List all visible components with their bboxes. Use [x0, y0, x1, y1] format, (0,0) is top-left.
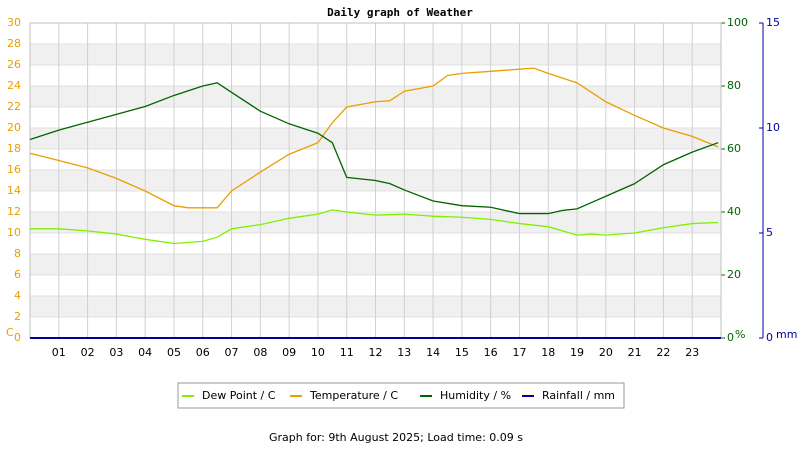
x-tick-label: 06: [196, 346, 210, 359]
y-tick-label: 4: [14, 289, 21, 302]
y3-tick-label: 15: [766, 16, 780, 29]
y-tick-label: 14: [7, 184, 21, 197]
x-tick-label: 20: [599, 346, 613, 359]
x-tick-label: 13: [397, 346, 411, 359]
x-tick-label: 05: [167, 346, 181, 359]
y2-tick-label: 20: [727, 268, 741, 281]
y-tick-label: 24: [7, 79, 21, 92]
y2-tick-label: 0: [727, 331, 734, 344]
x-tick-label: 10: [311, 346, 325, 359]
y2-tick-label: 80: [727, 79, 741, 92]
x-tick-label: 16: [484, 346, 498, 359]
y-tick-label: 6: [14, 268, 21, 281]
chart-title: Daily graph of Weather: [327, 6, 473, 19]
legend-box: [177, 382, 625, 409]
y-axis-label: C: [6, 326, 14, 339]
y-tick-label: 12: [7, 205, 21, 218]
x-tick-label: 18: [541, 346, 555, 359]
x-tick-label: 14: [426, 346, 440, 359]
legend-label: Temperature / C: [309, 389, 398, 402]
y-tick-label: 10: [7, 226, 21, 239]
x-tick-label: 03: [109, 346, 123, 359]
legend-label: Rainfall / mm: [542, 389, 615, 402]
y2-tick-label: 60: [727, 142, 741, 155]
x-tick-label: 07: [225, 346, 239, 359]
y-tick-label: 20: [7, 121, 21, 134]
y-tick-label: 30: [7, 16, 21, 29]
y2-tick-label: 40: [727, 205, 741, 218]
y3-tick-label: 0: [766, 331, 773, 344]
x-tick-label: 01: [52, 346, 66, 359]
y-tick-label: 22: [7, 100, 21, 113]
x-tick-label: 22: [656, 346, 670, 359]
footer: Graph for: 9th August 2025; Load time: 0…: [269, 431, 523, 444]
y3-tick-label: 5: [766, 226, 773, 239]
y-tick-label: 16: [7, 163, 21, 176]
y-tick-label: 28: [7, 37, 21, 50]
y2-tick-label: 100: [727, 16, 748, 29]
x-tick-label: 21: [628, 346, 642, 359]
x-tick-label: 04: [138, 346, 152, 359]
x-tick-label: 23: [685, 346, 699, 359]
x-tick-label: 09: [282, 346, 296, 359]
legend-label: Humidity / %: [440, 389, 511, 402]
y3-axis-label: mm: [776, 328, 797, 341]
y-tick-label: 0: [14, 331, 21, 344]
x-tick-label: 02: [81, 346, 95, 359]
x-tick-label: 08: [253, 346, 267, 359]
y2-axis-label: %: [735, 328, 745, 341]
y-tick-label: 18: [7, 142, 21, 155]
y3-tick-label: 10: [766, 121, 780, 134]
y-tick-label: 8: [14, 247, 21, 260]
x-tick-label: 17: [512, 346, 526, 359]
x-tick-label: 19: [570, 346, 584, 359]
y-tick-label: 2: [14, 310, 21, 323]
x-tick-label: 11: [340, 346, 354, 359]
legend-label: Dew Point / C: [202, 389, 276, 402]
x-tick-label: 12: [369, 346, 383, 359]
y-tick-label: 26: [7, 58, 21, 71]
series-line: [30, 209, 719, 245]
series-line: [29, 82, 719, 215]
series-line: [29, 67, 719, 209]
x-tick-label: 15: [455, 346, 469, 359]
